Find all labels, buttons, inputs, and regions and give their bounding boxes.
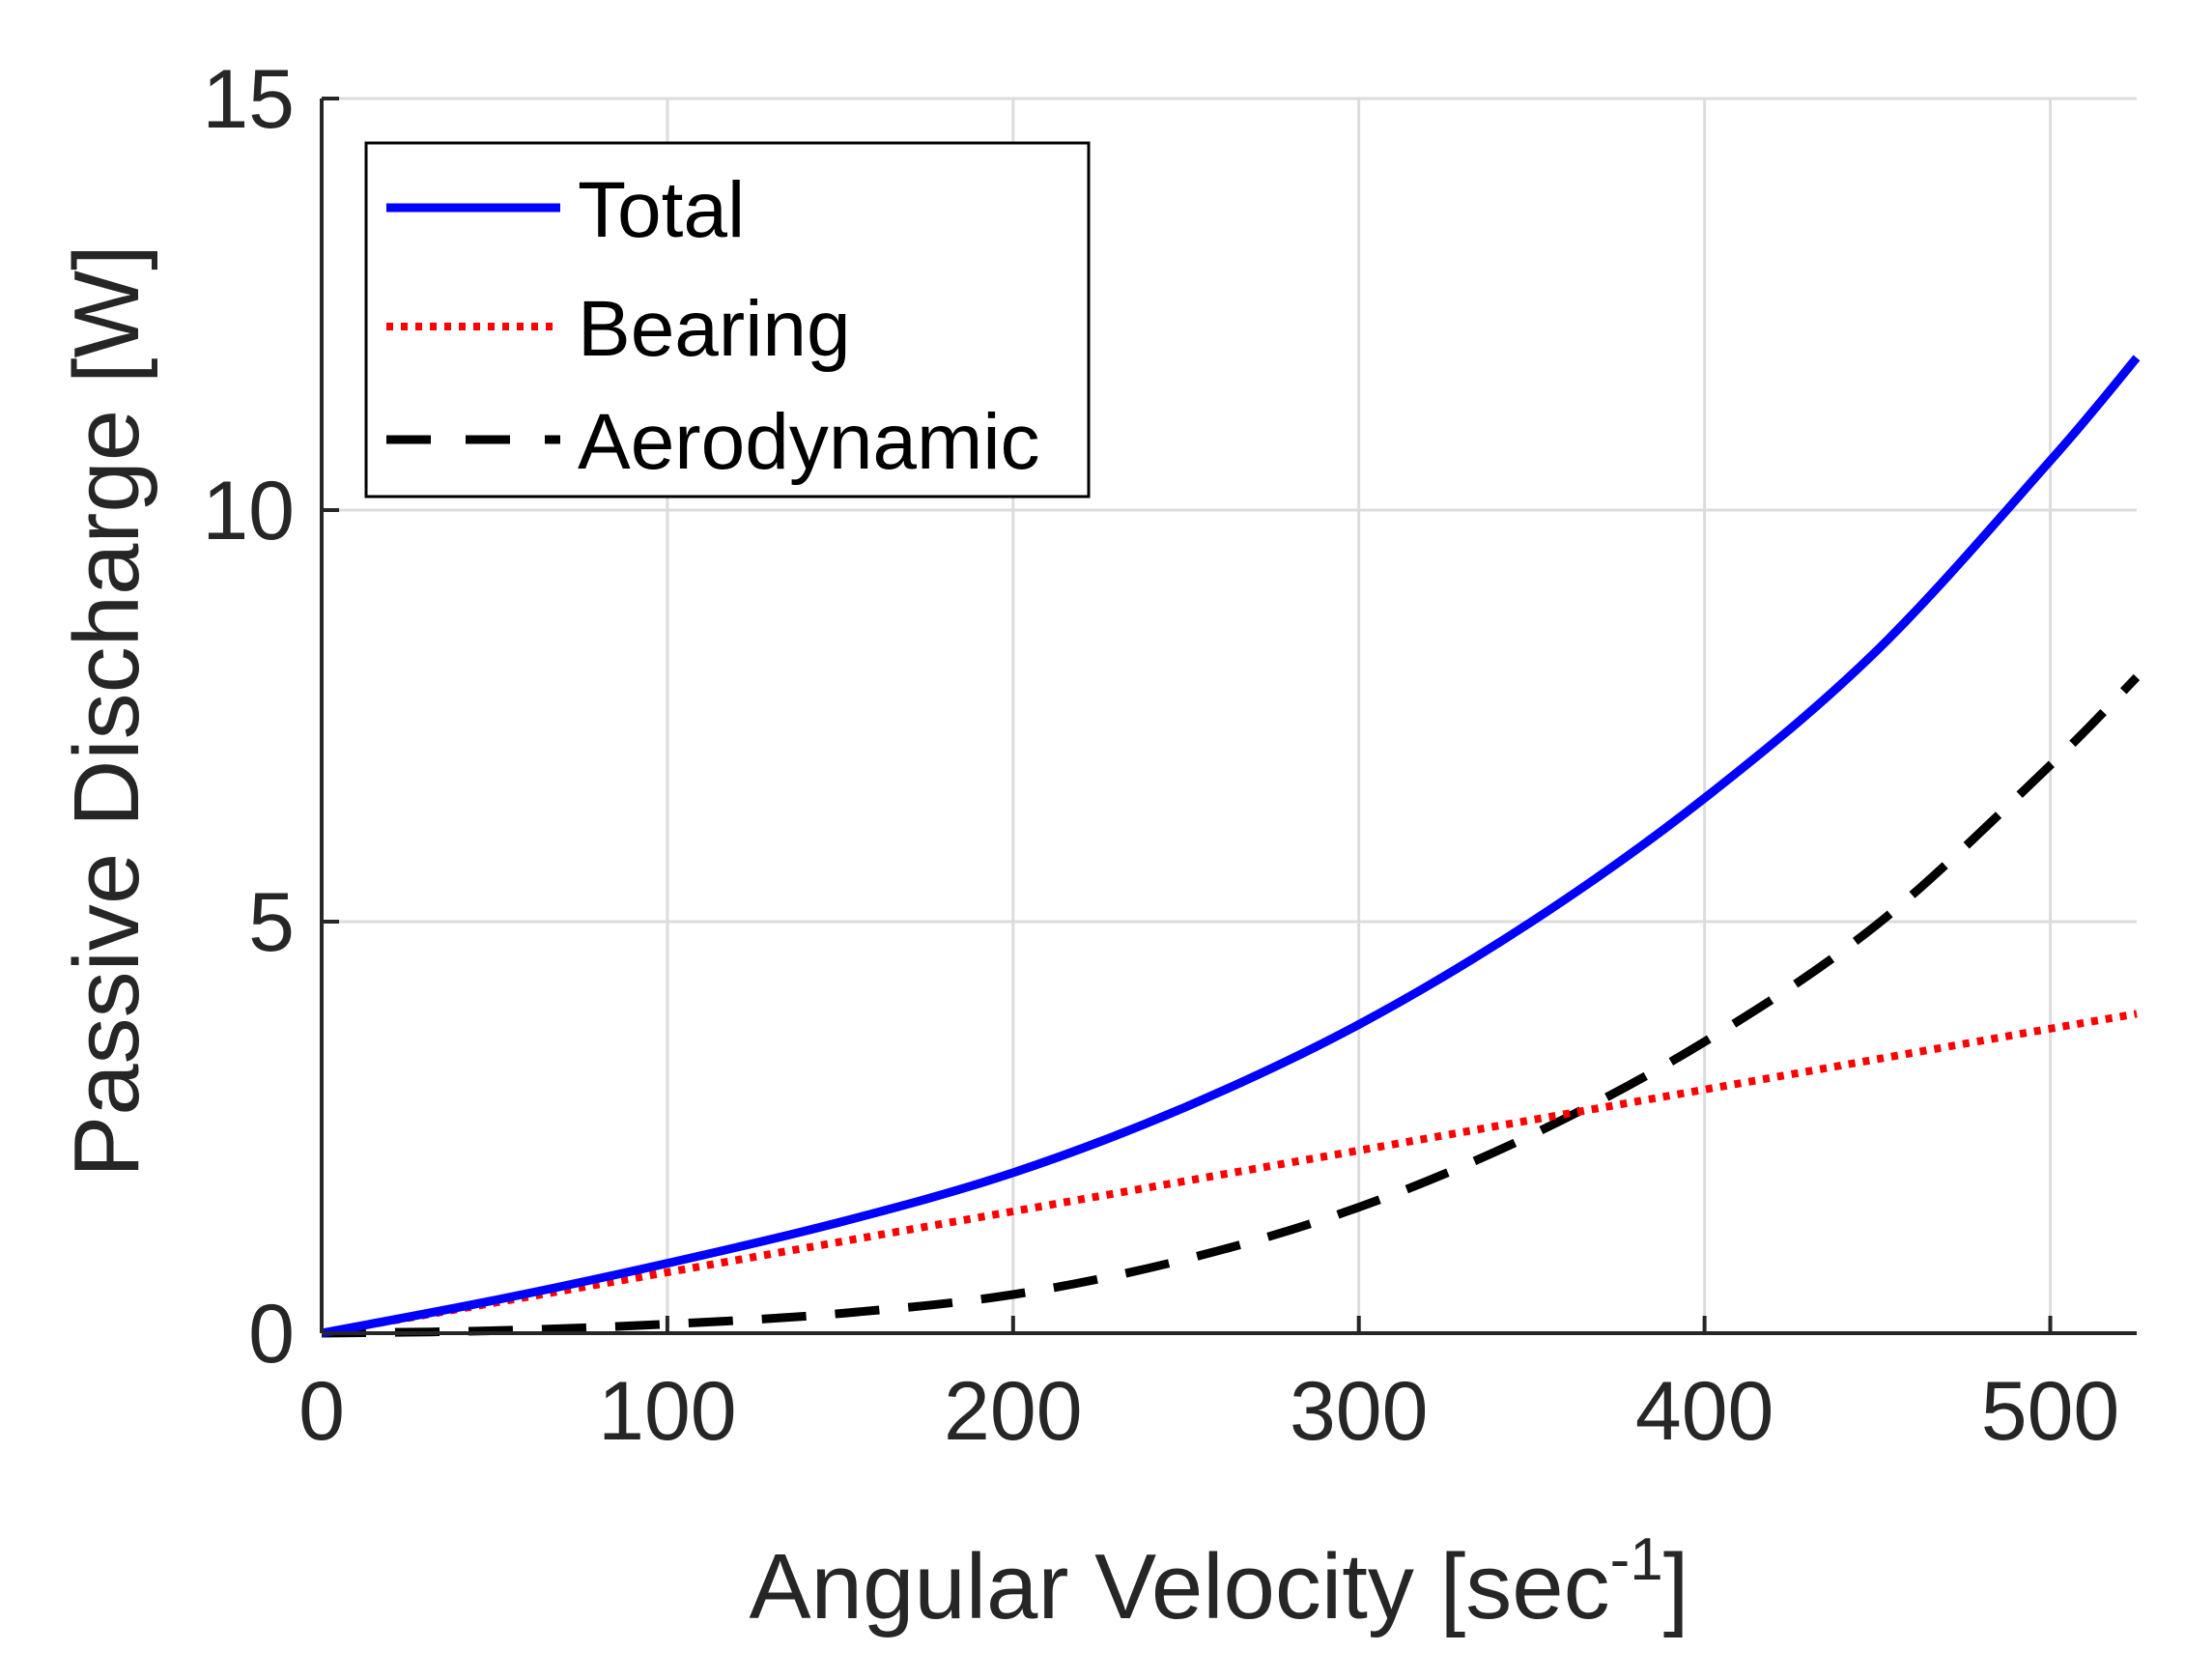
x-tick-label-0: 0: [298, 1365, 345, 1458]
y-tick-label-0: 0: [248, 1288, 295, 1381]
x-tick-label-200: 200: [944, 1365, 1083, 1458]
y-tick-label-15: 15: [202, 53, 295, 146]
y-tick-label-10: 10: [202, 465, 295, 557]
x-axis-title: Angular Velocity [sec-1]: [750, 1526, 1689, 1638]
x-axis-title-suffix: ]: [1663, 1535, 1689, 1638]
axes: [320, 99, 2137, 1335]
x-tick-label-400: 400: [1635, 1365, 1774, 1458]
x-tick-label-300: 300: [1290, 1365, 1429, 1458]
legend-label-bearing: Bearing: [578, 285, 851, 373]
x-tick-label-100: 100: [598, 1365, 737, 1458]
series-line-total: [321, 355, 2141, 1338]
ticks: 0 100 200 300 400 500 0 5 10 15: [202, 53, 2119, 1458]
y-axis-title: Passive Discharge [W]: [55, 244, 158, 1178]
x-axis-title-main: Angular Velocity [sec: [750, 1535, 1610, 1638]
y-tick-label-5: 5: [248, 876, 295, 969]
legend-items: Total Bearing Aerodynamic: [386, 166, 1040, 486]
series-layer: [321, 355, 2141, 1338]
legend-label-total: Total: [578, 166, 745, 254]
x-axis-title-superscript: -1: [1610, 1526, 1663, 1593]
legend-label-aerodynamic: Aerodynamic: [578, 398, 1040, 486]
series-line-bearing: [321, 1010, 2138, 1337]
series-line-aerodynamic: [321, 673, 2141, 1338]
legend: Total Bearing Aerodynamic: [364, 141, 1091, 498]
x-tick-label-500: 500: [1981, 1365, 2120, 1458]
